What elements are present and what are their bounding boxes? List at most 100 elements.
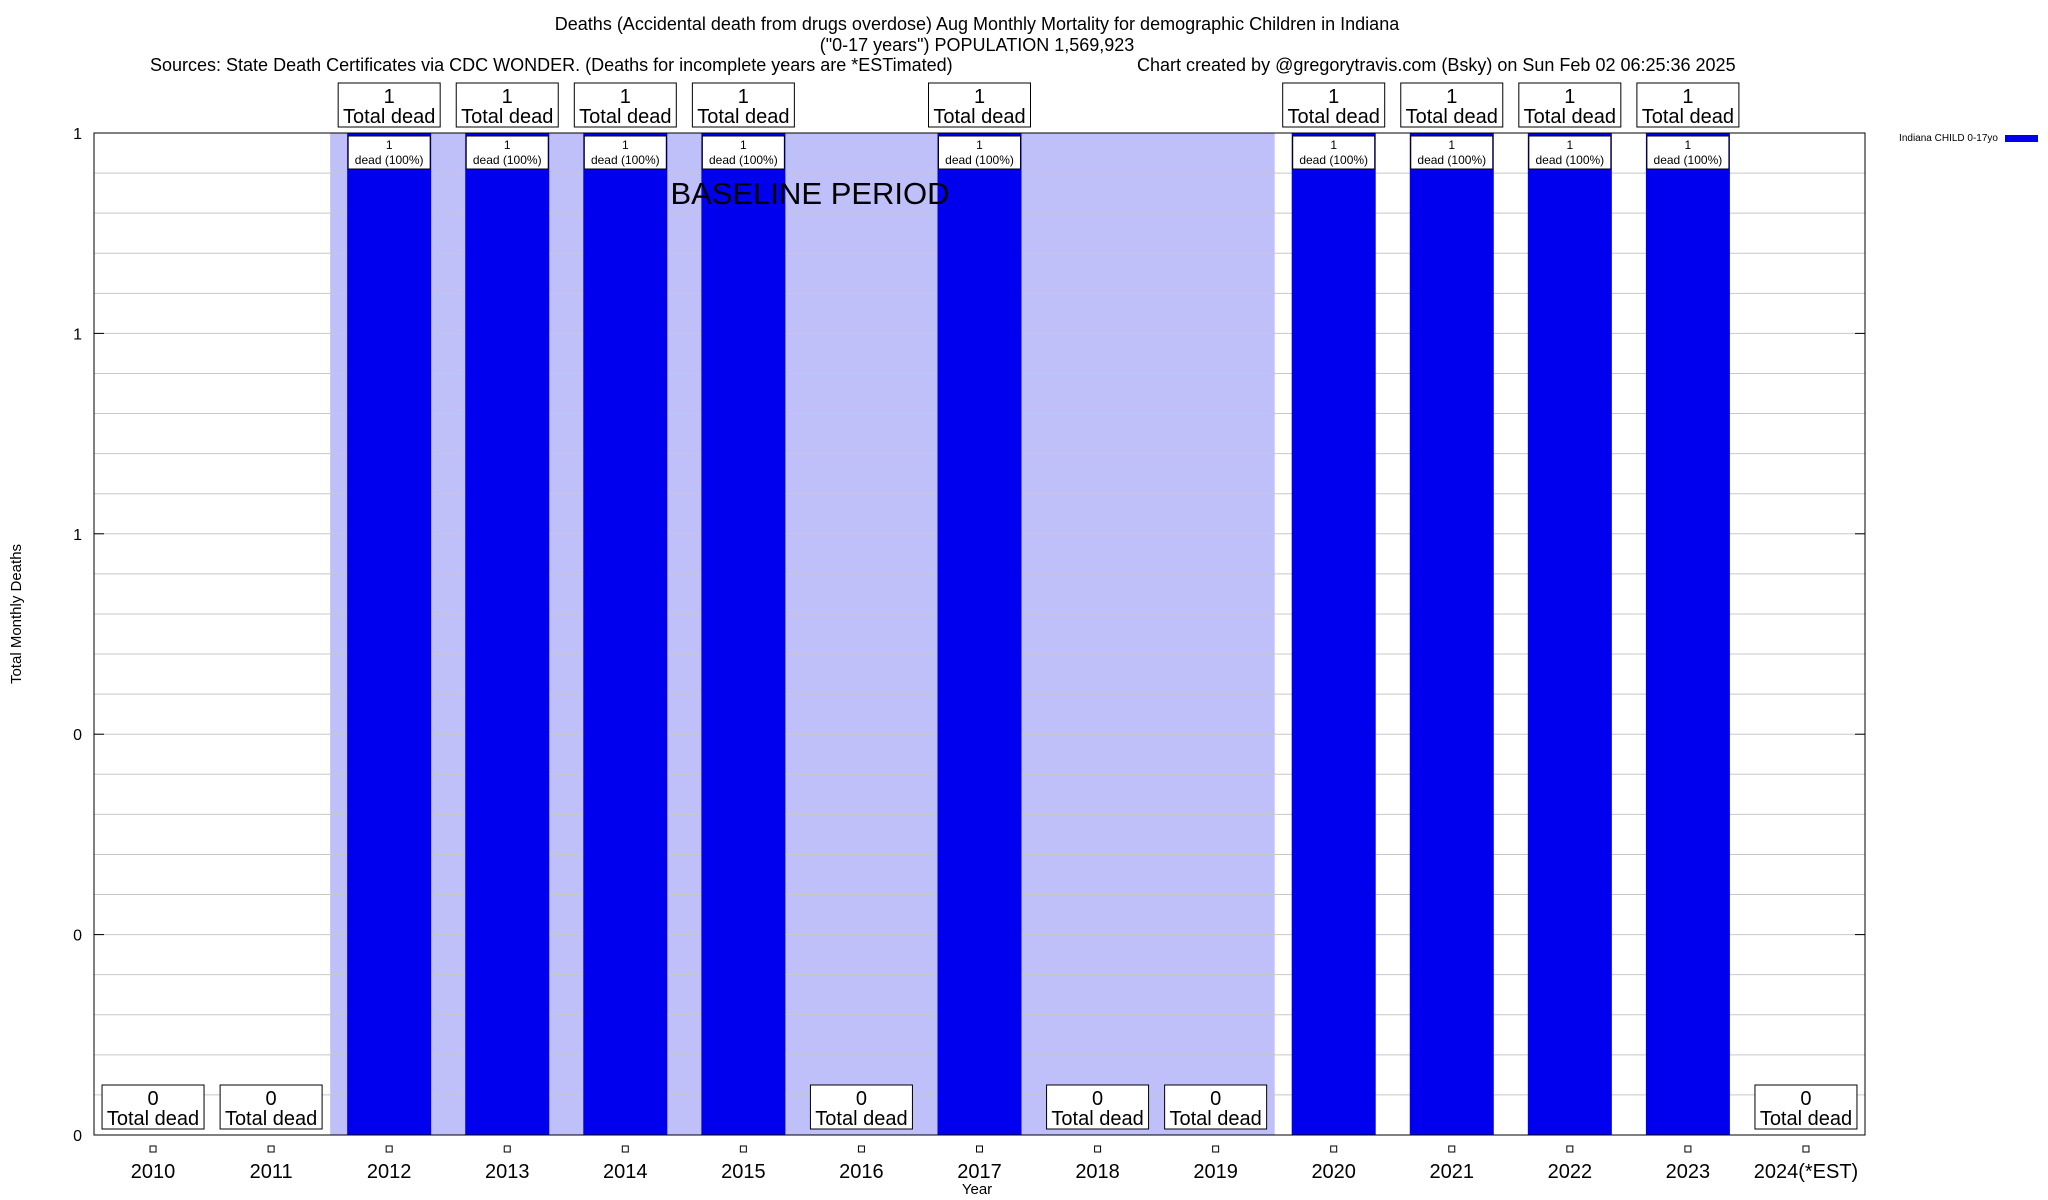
bar-inner-label-text: dead (100%)	[1417, 153, 1486, 167]
bar-inner-label-box	[465, 135, 549, 170]
bar	[347, 133, 432, 1135]
total-label-text: Total dead	[815, 1108, 907, 1130]
x-tick-label: 2013	[485, 1161, 530, 1183]
total-label-value: 1	[1564, 86, 1575, 108]
x-tick-label: 2023	[1666, 1161, 1711, 1183]
bar-inner-label-box	[1410, 135, 1494, 170]
bar-inner-label-count: 1	[504, 138, 511, 152]
chart-sources: Sources: State Death Certificates via CD…	[150, 55, 953, 75]
x-tick-marker	[1212, 1145, 1220, 1153]
total-label-box	[1636, 82, 1740, 128]
axis-layer: 0 0 0 1 1 1 2010 2011 2012 2013 2014 2015 2016 2017 20…	[73, 126, 1866, 1183]
legend: Indiana CHILD 0-17yo	[1899, 133, 2038, 144]
total-label-value: 1	[502, 86, 513, 108]
chart-title-line1: Deaths (Accidental death from drugs over…	[555, 14, 1400, 34]
y-tick-label: 1	[73, 326, 82, 343]
x-tick-label: 2014	[603, 1161, 648, 1183]
bar-inner-label-text: dead (100%)	[591, 153, 660, 167]
legend-swatch	[2005, 135, 2038, 142]
total-label-text: Total dead	[107, 1108, 199, 1130]
total-label-box	[1400, 82, 1504, 128]
x-tick-marker	[857, 1145, 865, 1153]
x-tick-label: 2017	[957, 1161, 1002, 1183]
total-label-box	[928, 82, 1031, 128]
bar-inner-label-box	[701, 135, 785, 170]
bar-inner-label-box	[583, 135, 667, 170]
total-label-value: 0	[147, 1088, 158, 1110]
bar-inner-label-count: 1	[622, 138, 629, 152]
total-label-box	[1754, 1084, 1858, 1130]
x-tick-label: 2010	[131, 1161, 176, 1183]
y-tick-label: 0	[73, 928, 82, 945]
y-tick-label: 1	[73, 527, 82, 544]
bar-inner-label-count: 1	[1566, 138, 1573, 152]
bar-inner-label-text: dead (100%)	[1535, 153, 1604, 167]
total-label-text: Total dead	[1288, 106, 1380, 128]
total-label-value: 0	[1210, 1088, 1221, 1110]
total-label-value: 1	[1446, 86, 1457, 108]
y-axis-label: Total Monthly Deaths	[8, 544, 25, 684]
total-label-box	[1164, 1084, 1268, 1130]
bar-inner-label-count: 1	[1685, 138, 1692, 152]
total-label-value: 1	[384, 86, 395, 108]
total-label-value: 0	[1092, 1088, 1103, 1110]
total-label-value: 0	[266, 1088, 277, 1110]
x-tick-marker	[1330, 1145, 1338, 1153]
total-label-text: Total dead	[933, 106, 1025, 128]
total-label-value: 1	[620, 86, 631, 108]
total-label-text: Total dead	[579, 106, 671, 128]
bar	[1291, 133, 1376, 1135]
total-label-text: Total dead	[461, 106, 553, 128]
total-label-value: 1	[1328, 86, 1339, 108]
bar-inner-label-count: 1	[386, 138, 393, 152]
bar-inner-label-text: dead (100%)	[473, 153, 542, 167]
total-label-box	[691, 82, 795, 128]
x-tick-marker	[149, 1145, 157, 1153]
x-tick-marker	[1684, 1145, 1692, 1153]
total-label-text: Total dead	[697, 106, 789, 128]
x-tick-label: 2018	[1075, 1161, 1120, 1183]
x-tick-marker	[1566, 1145, 1574, 1153]
bar-inner-label-count: 1	[740, 138, 747, 152]
chart-credit: Chart created by @gregorytravis.com (Bsk…	[1137, 55, 1736, 75]
total-label-text: Total dead	[225, 1108, 317, 1130]
bar-inner-label-box	[938, 135, 1021, 170]
total-label-text: Total dead	[1051, 1108, 1143, 1130]
bar	[465, 133, 550, 1135]
bar-inner-label-text: dead (100%)	[1299, 153, 1368, 167]
x-tick-marker	[1094, 1145, 1102, 1153]
bar	[1645, 133, 1730, 1135]
total-label-box	[337, 82, 441, 128]
bar-inner-label-text: dead (100%)	[709, 153, 778, 167]
x-tick-marker	[1448, 1145, 1456, 1153]
bars-layer	[347, 133, 1730, 1135]
legend-label: Indiana CHILD 0-17yo	[1899, 133, 1998, 144]
y-tick-label: 0	[73, 1128, 82, 1145]
total-label-value: 1	[738, 86, 749, 108]
total-label-value: 0	[856, 1088, 867, 1110]
bar	[1409, 133, 1494, 1135]
total-label-box	[1518, 82, 1622, 128]
chart-title-line2: ("0-17 years") POPULATION 1,569,923	[820, 35, 1135, 55]
total-label-value: 0	[1800, 1088, 1811, 1110]
bar	[583, 133, 668, 1135]
total-label-value: 1	[1682, 86, 1693, 108]
total-label-text: Total dead	[1169, 1108, 1261, 1130]
x-tick-marker	[503, 1145, 511, 1153]
bar	[937, 133, 1022, 1135]
x-tick-label: 2012	[367, 1161, 412, 1183]
total-label-box	[455, 82, 559, 128]
bar-inner-label-text: dead (100%)	[945, 153, 1014, 167]
x-tick-label: 2020	[1311, 1161, 1356, 1183]
plot-frame	[93, 132, 1866, 1136]
total-label-box	[1282, 82, 1386, 128]
bar-inner-label-box	[1646, 135, 1730, 170]
baseline-period-label: BASELINE PERIOD	[670, 176, 949, 211]
y-tick-label: 1	[73, 126, 82, 143]
total-label-box	[1046, 1084, 1150, 1130]
total-label-text: Total dead	[1760, 1108, 1852, 1130]
x-tick-label: 2024(*EST)	[1754, 1161, 1859, 1183]
x-tick-marker	[621, 1145, 629, 1153]
